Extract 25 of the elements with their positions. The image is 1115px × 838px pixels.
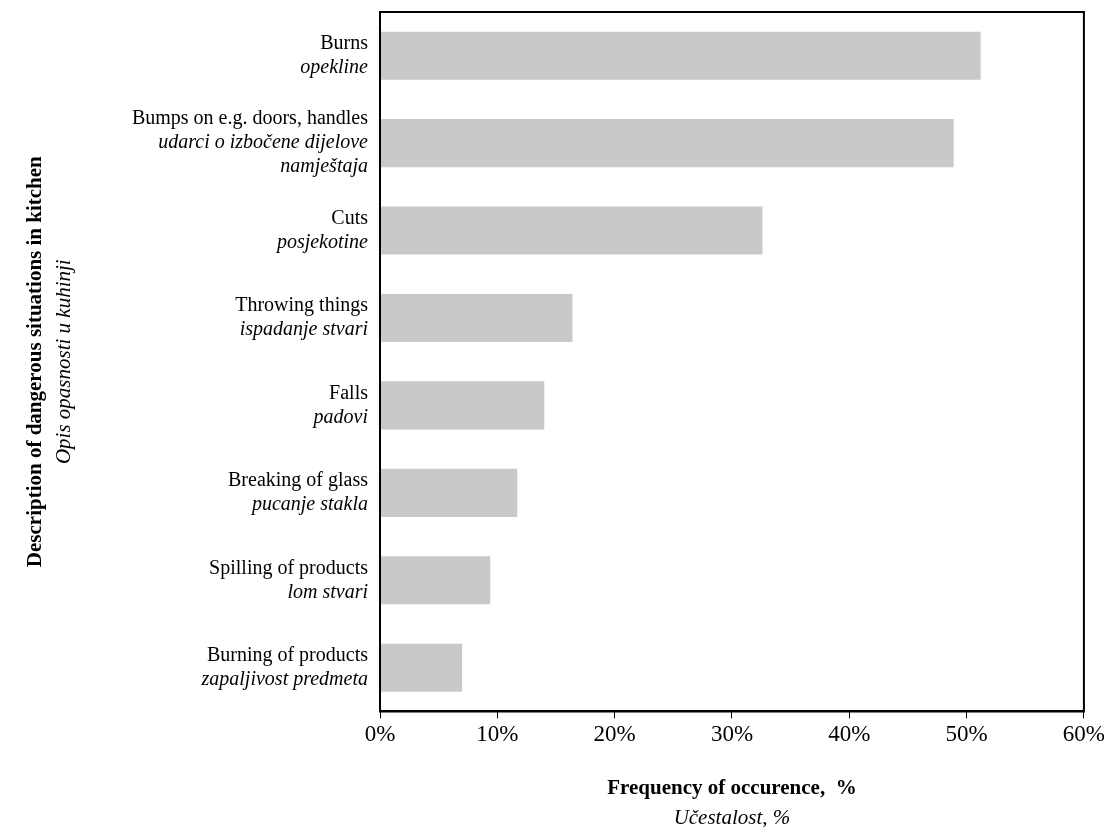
bar [380,381,545,430]
x-tick-label: 30% [710,721,754,747]
x-tick-label: 10% [476,721,519,747]
y-tick-label: Spilling of products lom stvari [209,555,369,602]
y-tick-label: Breaking of glass pucanje stakla [228,468,369,516]
y-axis-title: Description of dangerous situations in kitchen Opis opasnosti u kuhinji [22,155,75,568]
bar [380,643,463,692]
bar [380,293,573,343]
bar [380,119,954,168]
y-tick-label: Bumps on e.g. doors, handles udarci o izbočene dijelove namještaja [131,106,369,178]
x-tick-label: 40% [828,721,871,747]
x-tick-label: 50% [945,721,988,747]
y-tick-label: Cuts posjekotine [274,205,369,253]
y-tick-label: Falls padovi [311,380,369,428]
y-tick-label: Burns opekline [300,30,369,78]
y-tick-label: Burning of products zapaljivost predmeta [200,642,369,690]
bar [380,556,491,605]
bar [380,31,981,80]
x-axis-title: Frequency of occurence, % Učestalost, % [607,774,857,829]
x-tick-label: 0% [364,721,396,747]
x-tick-label: 20% [593,721,636,747]
x-tick-label: 60% [1062,721,1106,747]
bar [380,468,518,517]
y-tick-label: Throwing things ispadanje stvari [235,293,369,341]
bar [380,206,763,255]
